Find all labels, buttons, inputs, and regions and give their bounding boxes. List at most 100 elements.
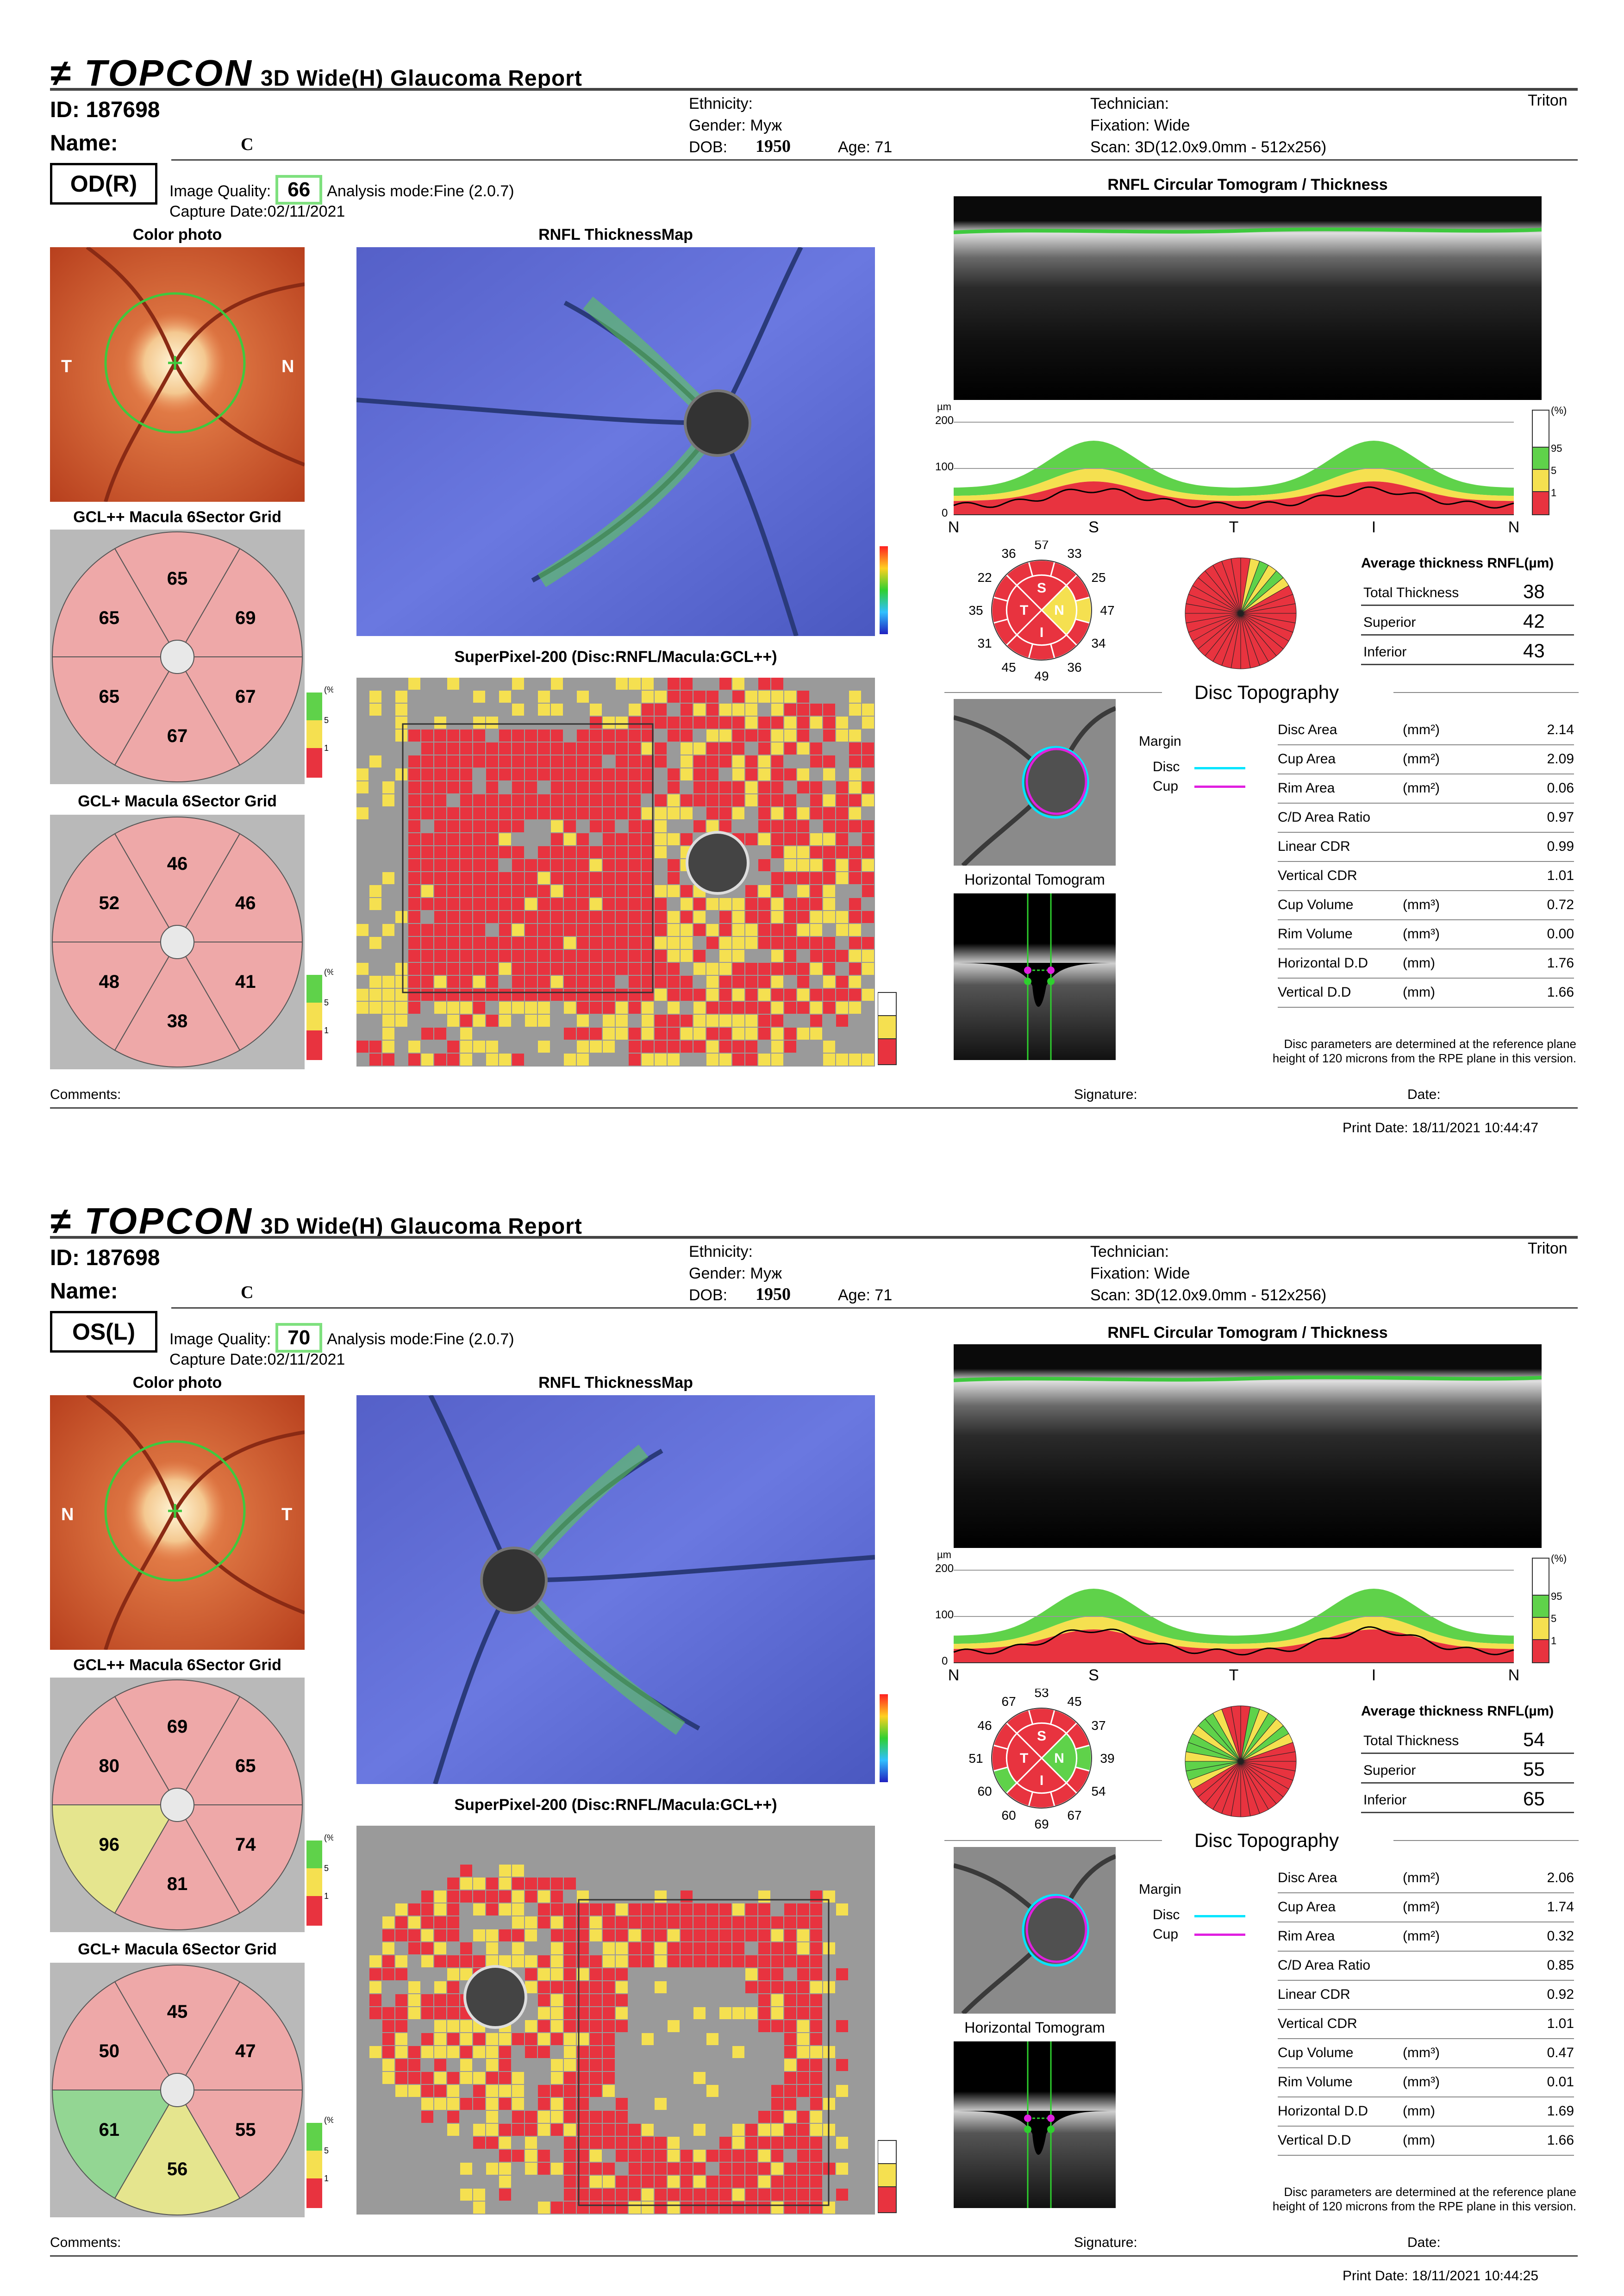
superpixel-cell xyxy=(823,704,835,716)
graph-x-label: S xyxy=(1088,1666,1099,1684)
superpixel-cell xyxy=(642,976,654,988)
superpixel-cell xyxy=(668,859,680,871)
superpixel-cell xyxy=(616,1015,628,1027)
superpixel-cell xyxy=(771,794,783,806)
superpixel-cell xyxy=(732,1916,744,1928)
superpixel-cell xyxy=(681,678,693,690)
superpixel-cell xyxy=(590,924,602,936)
gender: Gender: Муж xyxy=(689,117,782,135)
superpixel-cell xyxy=(642,872,654,884)
param-row: Horizontal D.D (mm) 1.69 xyxy=(1278,2099,1574,2127)
superpixel-cell xyxy=(473,820,485,832)
superpixel-cell xyxy=(629,1041,641,1053)
superpixel-cell xyxy=(810,717,822,729)
param-name: Cup Area xyxy=(1278,751,1336,767)
superpixel-cell xyxy=(719,2176,731,2188)
thickness-scale xyxy=(880,1694,888,1782)
superpixel-cell xyxy=(784,950,796,962)
superpixel-cell xyxy=(836,794,848,806)
sector-value-lower_right: 55 xyxy=(235,2120,256,2140)
superpixel-cell xyxy=(719,820,731,832)
superpixel-cell xyxy=(681,1955,693,1967)
dob-value: 1950 xyxy=(756,137,791,156)
superpixel-cell xyxy=(719,937,731,949)
superpixel-cell xyxy=(732,1903,744,1915)
superpixel-cell xyxy=(447,924,459,936)
superpixel-cell xyxy=(590,1981,602,1993)
superpixel-cell xyxy=(719,2007,731,2019)
param-row: Disc Area (mm²) 2.14 xyxy=(1278,718,1574,745)
fundus-vessels xyxy=(86,247,305,502)
superpixel-cell xyxy=(421,885,433,897)
superpixel-cell xyxy=(434,730,446,742)
superpixel-cell xyxy=(564,2189,576,2201)
superpixel-cell xyxy=(810,2033,822,2045)
superpixel-cell xyxy=(590,2137,602,2149)
superpixel-cell xyxy=(447,807,459,819)
superpixel-cell xyxy=(732,2163,744,2175)
superpixel-cell xyxy=(408,781,420,793)
superpixel-cell xyxy=(447,2046,459,2058)
superpixel-cell xyxy=(512,989,524,1001)
total-value: 38 xyxy=(1523,580,1545,602)
age: Age: 71 xyxy=(838,138,892,156)
superpixel-cell xyxy=(538,755,550,767)
superpixel-cell xyxy=(473,963,485,975)
superpixel-cell xyxy=(629,678,641,690)
superpixel-cell xyxy=(525,742,537,755)
param-unit: (mm) xyxy=(1403,955,1435,971)
superpixel-cell xyxy=(810,989,822,1001)
clock-value: 35 xyxy=(968,603,983,618)
fovea xyxy=(160,640,194,674)
superpixel-cell xyxy=(551,937,563,949)
superpixel-cell xyxy=(538,730,550,742)
superpixel-cell xyxy=(823,717,835,729)
clock-value: 37 xyxy=(1091,1718,1106,1733)
capture-date: Capture Date:02/11/2021 xyxy=(169,203,345,220)
patient-name-label: Name: xyxy=(50,1279,118,1304)
superpixel-cell xyxy=(810,1942,822,1954)
superpixel-cell xyxy=(538,1968,550,1980)
topcon-logo-mark: ≠ xyxy=(50,52,72,94)
superpixel-cell xyxy=(434,1942,446,1954)
superpixel-cell xyxy=(447,1968,459,1980)
superpixel-cell xyxy=(447,2098,459,2110)
clock-value: 53 xyxy=(1034,1689,1049,1700)
clock-outline xyxy=(991,560,1092,661)
superpixel-cell xyxy=(564,781,576,793)
param-row: C/D Area Ratio 0.85 xyxy=(1278,1953,1574,1981)
superpixel-cell xyxy=(525,794,537,806)
superpixel-cell xyxy=(784,2072,796,2084)
superpixel-cell xyxy=(356,768,369,780)
superpixel-cell xyxy=(668,1028,680,1040)
quadrant-label: T xyxy=(1020,1751,1028,1766)
param-name: Rim Area xyxy=(1278,1928,1335,1944)
superpixel-cell xyxy=(758,885,770,897)
param-unit: (mm³) xyxy=(1403,2074,1440,2090)
superpixel-cell xyxy=(499,1002,511,1014)
superpixel-cell xyxy=(616,937,628,949)
superpixel-cell xyxy=(642,963,654,975)
superpixel-cell xyxy=(369,898,381,910)
superpixel-cell xyxy=(681,885,693,897)
superpixel-cell xyxy=(745,963,757,975)
superpixel-cell xyxy=(693,1041,706,1053)
superpixel-cell xyxy=(732,2137,744,2149)
horiz-tomo-title: Horizontal Tomogram xyxy=(964,2019,1105,2036)
superpixel-cell xyxy=(473,1041,485,1053)
superpixel-cell xyxy=(486,820,498,832)
superpixel-cell xyxy=(447,742,459,755)
graph-legend-red xyxy=(1532,491,1549,515)
superpixel-cell xyxy=(836,1002,848,1014)
superpixel-cell xyxy=(616,1929,628,1941)
superpixel-cell xyxy=(499,1929,511,1941)
superpixel-cell xyxy=(797,2163,809,2175)
superpixel-cell xyxy=(629,937,641,949)
sector-value-lower_left: 48 xyxy=(99,972,120,992)
superpixel-cell xyxy=(642,768,654,780)
superpixel-cell xyxy=(551,898,563,910)
superpixel-cell xyxy=(512,898,524,910)
superpixel-cell xyxy=(460,859,472,871)
superpixel-cell xyxy=(395,1015,407,1027)
patient-thickness-line xyxy=(953,1626,1514,1656)
